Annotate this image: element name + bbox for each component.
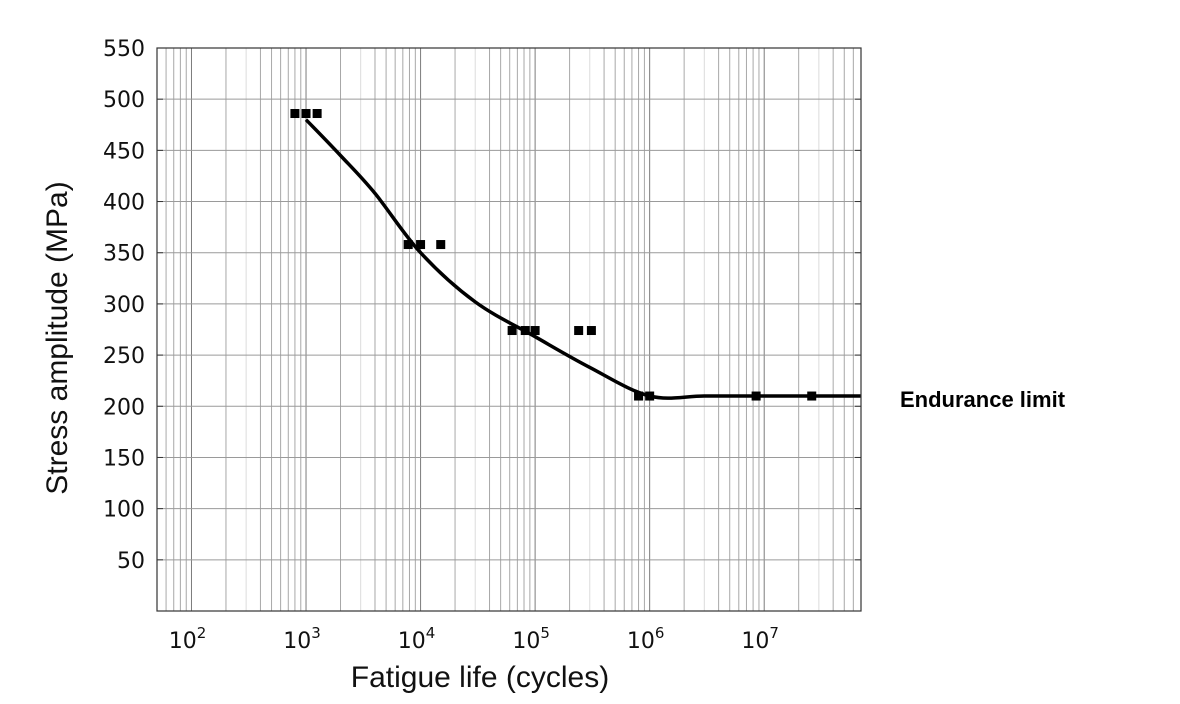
x-tick-label: 102 (169, 624, 207, 654)
x-tick-label: 103 (283, 624, 321, 654)
y-tick-label: 500 (103, 88, 145, 113)
grid-minor-lines (156, 48, 862, 611)
y-tick-label: 400 (103, 191, 145, 216)
y-tick-label: 250 (103, 344, 145, 369)
sn-curve-layer (304, 118, 861, 400)
x-tick-label: 105 (512, 624, 550, 654)
plot-frame (156, 47, 862, 612)
data-point (520, 326, 530, 336)
data-point (436, 240, 446, 250)
data-point (574, 326, 584, 336)
x-tick-label: 106 (627, 624, 665, 654)
data-point (634, 391, 644, 401)
y-tick-label: 450 (103, 139, 145, 164)
y-tick-label: 300 (103, 293, 145, 318)
y-tick-label: 200 (103, 395, 145, 420)
plot-frame-layer (156, 47, 862, 612)
x-axis-label: Fatigue life (cycles) (351, 661, 609, 694)
data-point (645, 391, 655, 401)
data-point (807, 391, 817, 401)
y-tick-label: 100 (103, 498, 145, 523)
data-point (312, 109, 322, 119)
y-tick-label: 50 (117, 549, 145, 574)
endurance-limit-annotation: Endurance limit (900, 387, 1066, 412)
grid-major-lines (157, 47, 861, 611)
y-tick-labels: 50 100 150 200 250 300 350 400 450 500 550 (103, 37, 145, 574)
y-axis-label: Stress amplitude (MPa) (41, 181, 74, 494)
data-point (751, 391, 761, 401)
sn-curve (304, 118, 861, 400)
data-points-layer (290, 109, 817, 401)
x-tick-labels: 102 103 104 105 106 107 (169, 624, 779, 654)
x-tick-label: 104 (398, 624, 436, 654)
data-point (290, 109, 300, 119)
y-tick-label: 350 (103, 242, 145, 267)
data-point (507, 326, 517, 336)
data-point (301, 109, 311, 119)
data-point (403, 240, 413, 250)
y-tick-label: 550 (103, 37, 145, 62)
x-tick-label: 107 (741, 624, 779, 654)
data-point (586, 326, 596, 336)
data-point (416, 240, 426, 250)
y-tick-label: 150 (103, 446, 145, 471)
data-point (530, 326, 540, 336)
